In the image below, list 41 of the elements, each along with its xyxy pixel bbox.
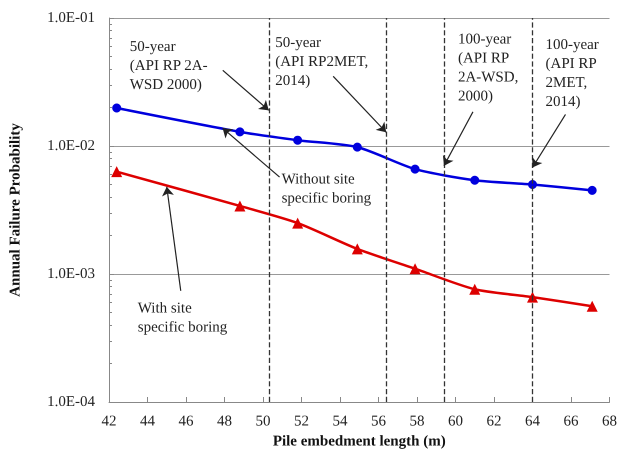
y-tick-label: 1.0E-03 bbox=[47, 266, 95, 282]
point bbox=[235, 127, 244, 136]
point bbox=[527, 292, 538, 303]
x-tick-label: 66 bbox=[564, 414, 579, 430]
x-tick-label: 56 bbox=[371, 414, 386, 430]
point bbox=[410, 164, 420, 174]
y-tick-label: 1.0E-01 bbox=[47, 10, 95, 26]
annotation: 50-year (API RP 2A- WSD 2000) bbox=[130, 38, 208, 93]
y-axis-title: Annual Failure Probability bbox=[8, 122, 24, 297]
y-tick-label: 1.0E-04 bbox=[47, 394, 96, 410]
annotation: 100-year (API RP 2MET, 2014) bbox=[546, 36, 599, 110]
point bbox=[293, 136, 302, 145]
y-tick-label: 1.0E-02 bbox=[47, 138, 95, 154]
x-tick-label: 42 bbox=[102, 414, 116, 430]
point bbox=[352, 142, 362, 152]
x-tick-label: 52 bbox=[294, 414, 309, 430]
annotation: 100-year (API RP 2A-WSD, 2000) bbox=[458, 31, 518, 104]
point bbox=[111, 166, 122, 178]
point bbox=[292, 218, 304, 229]
point bbox=[588, 186, 597, 195]
x-tick-label: 62 bbox=[486, 414, 502, 430]
x-tick-label: 54 bbox=[332, 414, 348, 430]
point bbox=[234, 200, 246, 212]
x-tick-label: 50 bbox=[256, 414, 270, 430]
x-tick-label: 48 bbox=[217, 414, 232, 430]
x-tick-label: 44 bbox=[140, 414, 156, 430]
point bbox=[112, 104, 122, 113]
x-tick-label: 46 bbox=[178, 414, 194, 430]
annotation: With site specific boring bbox=[138, 300, 228, 336]
x-tick-label: 60 bbox=[448, 414, 463, 430]
x-tick-label: 68 bbox=[602, 414, 617, 430]
point bbox=[352, 243, 363, 254]
x-axis-title: Pile embedment length (m) bbox=[272, 434, 446, 450]
point bbox=[469, 284, 480, 295]
point bbox=[470, 176, 480, 185]
point bbox=[410, 263, 421, 274]
annotation: 50-year (API RP2MET, 2014) bbox=[275, 34, 368, 89]
x-tick-label: 58 bbox=[410, 414, 424, 430]
point bbox=[586, 300, 598, 312]
x-tick-label: 64 bbox=[525, 414, 540, 430]
annotation: Without site specific boring bbox=[282, 172, 372, 207]
